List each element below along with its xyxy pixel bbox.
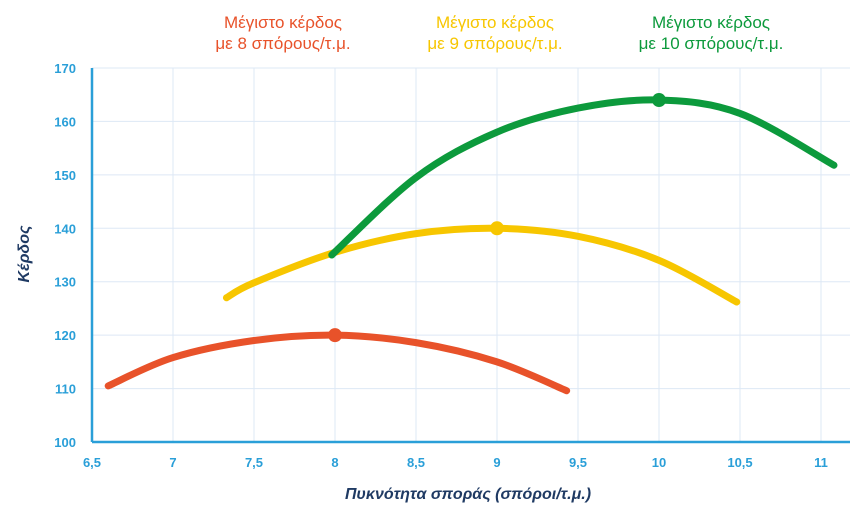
peak-point-0 (328, 328, 342, 343)
series-line-1 (222, 224, 741, 306)
series-lines (104, 96, 838, 395)
y-tick-label: 170 (54, 61, 76, 76)
annotation-8-line1: Μέγιστο κέρδος (223, 13, 343, 32)
x-tick-label: 9,5 (569, 455, 587, 470)
gridlines (92, 67, 850, 442)
peak-markers (328, 93, 666, 343)
y-tick-label: 160 (54, 114, 76, 129)
y-tick-label: 110 (55, 382, 76, 397)
x-axis-title: Πυκνότητα σποράς (σπόροι/τ.μ.) (345, 486, 591, 503)
x-tick-label: 8 (331, 455, 338, 470)
peak-point-2 (652, 93, 666, 108)
annotation-max-8: Μέγιστο κέρδος με 8 σπόρους/τ.μ. (183, 12, 383, 54)
x-tick-labels: 6,5 7 7,5 8 8,5 9 9,5 10 10,5 11 (83, 455, 828, 470)
series-line-0 (104, 331, 571, 395)
y-tick-label: 150 (54, 168, 76, 183)
annotation-10-line2: με 10 σπόρους/τ.μ. (638, 34, 784, 53)
annotation-max-10: Μέγιστο κέρδος με 10 σπόρους/τ.μ. (606, 12, 816, 54)
y-tick-label: 140 (54, 221, 76, 236)
x-tick-label: 10,5 (727, 455, 752, 470)
series-line-2 (328, 96, 838, 259)
annotation-9-line1: Μέγιστο κέρδος (435, 13, 555, 32)
annotation-max-9: Μέγιστο κέρδος με 9 σπόρους/τ.μ. (395, 12, 595, 54)
y-tick-labels: 100 110 120 130 140 150 160 170 (54, 61, 76, 450)
annotation-8-line2: με 8 σπόρους/τ.μ. (215, 34, 351, 53)
x-tick-label: 6,5 (83, 455, 101, 470)
x-tick-label: 10 (652, 455, 666, 470)
annotation-9-line2: με 9 σπόρους/τ.μ. (427, 34, 563, 53)
x-tick-label: 11 (814, 455, 828, 470)
y-tick-label: 120 (54, 328, 76, 343)
y-tick-label: 130 (54, 275, 76, 290)
y-tick-label: 100 (54, 435, 76, 450)
x-tick-label: 9 (493, 455, 500, 470)
y-axis-title: Κέρδος (16, 225, 33, 282)
annotation-10-line1: Μέγιστο κέρδος (651, 13, 771, 32)
axes (90, 68, 850, 444)
x-tick-label: 7,5 (245, 455, 263, 470)
peak-point-1 (490, 221, 504, 236)
x-tick-label: 8,5 (407, 455, 425, 470)
x-tick-label: 7 (169, 455, 176, 470)
